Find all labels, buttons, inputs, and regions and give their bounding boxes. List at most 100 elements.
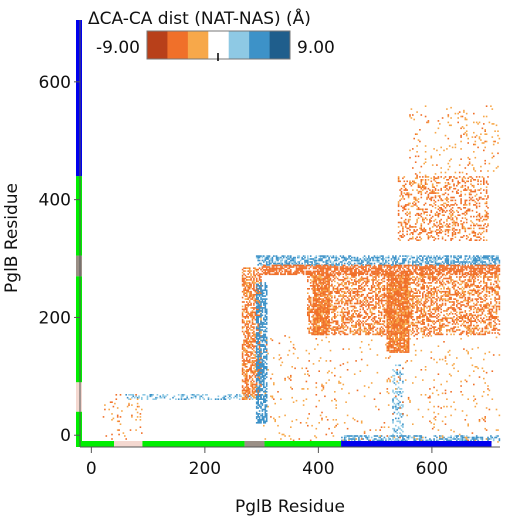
heatmap-cell xyxy=(385,295,387,297)
heatmap-cell xyxy=(257,305,259,308)
heatmap-cell xyxy=(379,330,381,333)
heatmap-cell xyxy=(456,295,458,297)
heatmap-cell xyxy=(311,304,313,306)
heatmap-cell xyxy=(368,323,370,325)
heatmap-cell xyxy=(460,269,462,271)
heatmap-cell xyxy=(248,367,251,370)
heatmap-cell xyxy=(403,310,406,312)
heatmap-cell xyxy=(376,280,379,283)
heatmap-cell xyxy=(451,327,454,330)
heatmap-cell xyxy=(446,273,448,276)
heatmap-cell xyxy=(241,314,244,317)
heatmap-cell xyxy=(420,273,423,276)
heatmap-cell xyxy=(251,352,254,355)
heatmap-cell xyxy=(260,385,262,387)
heatmap-cell xyxy=(457,264,459,267)
heatmap-cell xyxy=(468,320,471,322)
heatmap-cell xyxy=(443,270,445,273)
heatmap-cell xyxy=(363,316,366,318)
heatmap-cell xyxy=(263,349,265,352)
heatmap-cell xyxy=(277,272,279,274)
heatmap-cell xyxy=(260,292,262,294)
heatmap-cell xyxy=(360,286,363,289)
heatmap-cell xyxy=(263,371,265,374)
heatmap-cell xyxy=(379,269,381,271)
heatmap-cell xyxy=(413,269,415,271)
heatmap-cell xyxy=(373,255,376,257)
heatmap-cell xyxy=(480,269,482,271)
heatmap-cell xyxy=(309,296,312,299)
heatmap-cell xyxy=(440,332,442,334)
heatmap-cell xyxy=(410,264,413,267)
heatmap-cell xyxy=(247,333,249,336)
heatmap-cell xyxy=(410,282,413,284)
heatmap-cell xyxy=(253,349,255,352)
heatmap-cell xyxy=(244,376,247,378)
heatmap-cell xyxy=(382,289,384,292)
heatmap-cell xyxy=(264,316,267,318)
heatmap-cell xyxy=(458,302,461,305)
heatmap-cell xyxy=(332,266,335,268)
heatmap-cell xyxy=(243,388,245,390)
heatmap-cell xyxy=(495,267,498,270)
heatmap-cell xyxy=(288,258,291,260)
heatmap-cell xyxy=(436,299,438,302)
heatmap-cell xyxy=(326,264,329,267)
heatmap-cell xyxy=(258,358,261,361)
heatmap-cell xyxy=(424,266,427,268)
heatmap-cell xyxy=(261,402,264,405)
heatmap-cell xyxy=(314,279,316,281)
heatmap-cell xyxy=(426,333,428,336)
heatmap-cell xyxy=(342,279,345,281)
heatmap-cell xyxy=(353,283,356,286)
heatmap-cell xyxy=(390,329,393,331)
heatmap-cell xyxy=(241,396,244,399)
heatmap-cell xyxy=(319,256,322,259)
heatmap-cell xyxy=(343,270,346,273)
heatmap-cell xyxy=(355,302,357,305)
heatmap-cell xyxy=(263,369,265,371)
heatmap-cell xyxy=(294,272,296,274)
heatmap-cell xyxy=(458,320,461,322)
heatmap-cell xyxy=(429,259,431,262)
heatmap-cell xyxy=(465,314,468,317)
heatmap-cell xyxy=(349,330,352,333)
heatmap-cell xyxy=(348,267,350,270)
heatmap-cell xyxy=(251,288,254,290)
heatmap-cell xyxy=(351,298,353,300)
heatmap-cell xyxy=(461,273,464,276)
heatmap-cell xyxy=(301,256,303,259)
heatmap-cell xyxy=(424,255,427,257)
heatmap-cell xyxy=(334,308,336,311)
heatmap-cell xyxy=(264,361,267,364)
heatmap-cell xyxy=(253,392,255,395)
heatmap-cell xyxy=(341,256,343,259)
heatmap-cell xyxy=(261,335,264,337)
heatmap-cell xyxy=(390,259,393,262)
heatmap-cell xyxy=(369,264,372,267)
heatmap-cell xyxy=(467,304,469,306)
heatmap-cell xyxy=(159,396,162,399)
heatmap-cell xyxy=(440,262,442,265)
heatmap-cell xyxy=(243,270,245,272)
heatmap-cell xyxy=(287,262,289,265)
heatmap-cell xyxy=(258,286,261,289)
heatmap-cell xyxy=(417,256,420,259)
heatmap-cell xyxy=(248,279,251,281)
heatmap-cell xyxy=(338,292,340,294)
heatmap-cell xyxy=(341,264,343,266)
heatmap-cell xyxy=(419,273,421,276)
heatmap-cell xyxy=(318,264,320,267)
heatmap-cell xyxy=(258,422,261,424)
heatmap-cell xyxy=(369,316,372,318)
heatmap-cell xyxy=(463,280,465,283)
heatmap-cell xyxy=(426,301,428,303)
heatmap-cell xyxy=(271,269,274,271)
heatmap-cell xyxy=(243,371,245,374)
heatmap-cell xyxy=(332,262,335,265)
heatmap-cell xyxy=(467,285,469,287)
heatmap-cell xyxy=(318,270,320,273)
heatmap-cell xyxy=(342,327,345,330)
heatmap-cell xyxy=(254,396,257,399)
heatmap-cell xyxy=(339,266,342,268)
